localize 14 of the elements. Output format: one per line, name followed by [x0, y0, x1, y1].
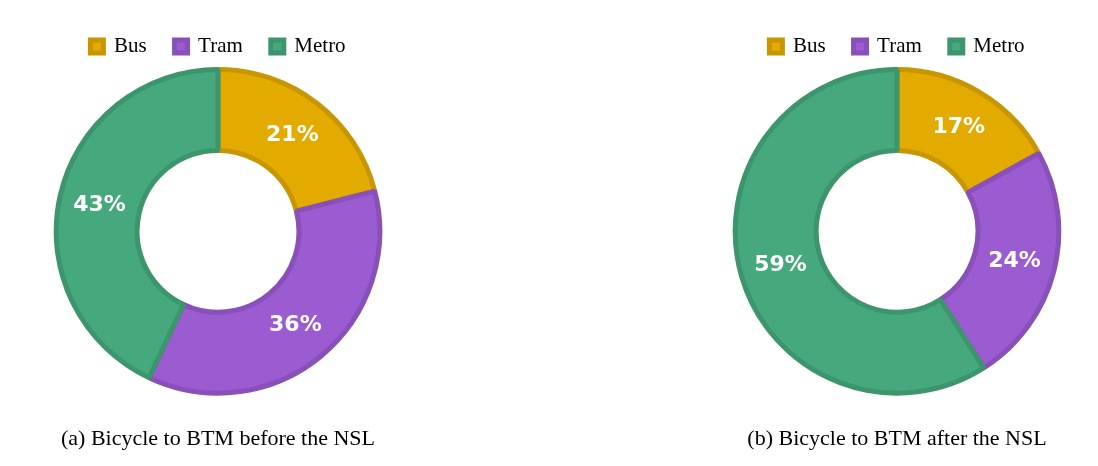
- legend-label: Tram: [198, 33, 243, 58]
- legend-label: Tram: [877, 33, 922, 58]
- text: (b) Bicycle to BTM after the NSL: [747, 424, 1047, 450]
- data-label: 17%: [932, 112, 986, 138]
- text: (a) Bicycle to BTM before the NSL: [60, 424, 376, 450]
- data-label: 59%: [754, 250, 807, 276]
- legend-label: Bus: [792, 33, 826, 58]
- data-label: 24%: [988, 247, 1041, 273]
- data-label: 36%: [269, 310, 322, 336]
- data-label: 21%: [266, 121, 319, 147]
- legend-label: Bus: [113, 33, 147, 58]
- legend-label: Metro: [294, 33, 346, 58]
- legend-label: Metro: [973, 33, 1025, 58]
- data-label: 43%: [73, 190, 126, 216]
